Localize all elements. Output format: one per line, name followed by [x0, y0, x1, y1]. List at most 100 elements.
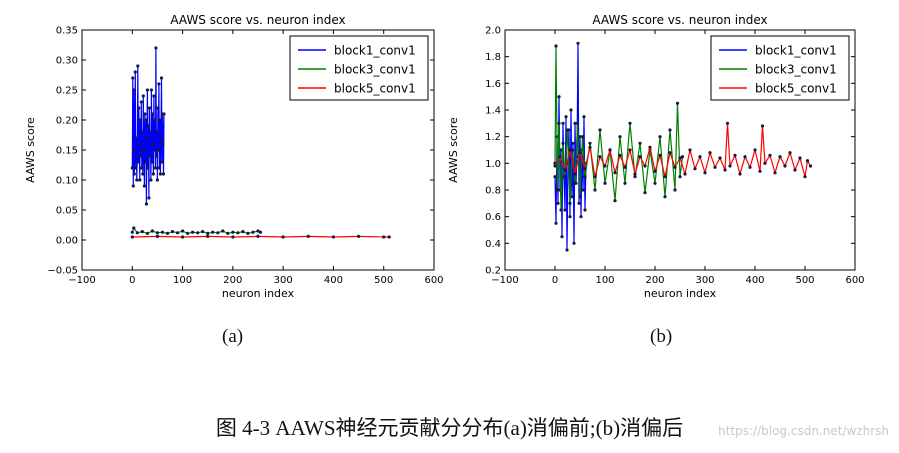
- data-point: [558, 155, 562, 159]
- legend: block1_conv1 block3_conv1 block5_conv1: [710, 35, 850, 101]
- panel-b-label: (b): [650, 326, 673, 347]
- data-point: [628, 148, 632, 152]
- data-point: [149, 178, 153, 182]
- data-point: [570, 148, 575, 152]
- data-point: [152, 94, 156, 98]
- y-tick-label: 0.05: [56, 206, 78, 217]
- x-tick-label: 0: [552, 275, 558, 286]
- y-axis-label: AAWS score: [447, 117, 460, 183]
- data-point: [579, 215, 583, 219]
- data-point: [161, 142, 165, 146]
- data-point: [708, 151, 712, 155]
- data-point: [137, 142, 141, 146]
- data-point: [713, 165, 717, 169]
- data-point: [758, 169, 762, 173]
- figure-caption: 图 4-3 AAWS神经元贡献分分布(a)消偏前;(b)消偏后: [215, 416, 684, 440]
- data-point: [638, 155, 642, 159]
- data-point: [132, 226, 136, 230]
- data-point: [581, 188, 585, 192]
- legend-label: block1_conv1: [334, 44, 416, 58]
- data-point: [133, 70, 137, 74]
- data-point: [140, 130, 144, 134]
- data-point: [663, 175, 667, 179]
- data-point: [575, 121, 580, 125]
- data-point: [582, 115, 586, 119]
- legend-label: block5_conv1: [334, 82, 416, 96]
- series-line: [554, 123, 812, 177]
- y-tick-label: 0.8: [485, 186, 501, 197]
- data-point: [156, 106, 160, 110]
- data-point: [206, 231, 210, 235]
- data-point: [773, 171, 777, 175]
- x-axis-label: neuron index: [222, 287, 295, 300]
- legend: block1_conv1 block3_conv1 block5_conv1: [289, 35, 429, 101]
- data-point: [576, 41, 580, 45]
- data-point: [748, 165, 752, 169]
- data-point: [564, 115, 568, 119]
- data-point: [155, 178, 159, 182]
- data-point: [561, 141, 565, 145]
- data-point: [808, 164, 813, 168]
- panel-a-label: (a): [222, 326, 244, 347]
- series-line: [131, 47, 165, 205]
- data-point: [135, 154, 139, 158]
- data-point: [577, 201, 581, 205]
- data-point: [725, 121, 730, 125]
- x-tick-label: 200: [645, 275, 664, 286]
- data-point: [156, 148, 160, 152]
- data-point: [718, 156, 722, 160]
- data-point: [633, 172, 637, 176]
- data-point: [159, 136, 163, 140]
- data-point: [382, 235, 386, 239]
- y-tick-label: 0.25: [56, 86, 78, 97]
- legend-label: block3_conv1: [755, 63, 837, 77]
- data-point: [145, 136, 149, 140]
- data-point: [150, 229, 154, 233]
- data-point: [146, 124, 150, 128]
- data-point: [137, 106, 141, 110]
- data-point: [150, 160, 154, 164]
- data-point: [668, 128, 672, 132]
- data-point: [186, 231, 190, 235]
- data-point: [141, 172, 145, 176]
- y-tick-label: 1.6: [485, 79, 501, 90]
- data-point: [145, 231, 149, 235]
- data-point: [138, 118, 142, 122]
- data-point: [141, 94, 145, 98]
- y-tick-label: 0.15: [56, 146, 78, 157]
- data-point: [256, 229, 260, 233]
- data-point: [158, 172, 162, 176]
- data-point: [331, 235, 335, 239]
- data-point: [673, 188, 677, 192]
- data-point: [593, 175, 597, 179]
- plot-frame: [504, 29, 856, 271]
- data-point: [143, 112, 147, 116]
- data-point: [563, 175, 567, 179]
- data-point: [134, 166, 138, 170]
- data-point: [768, 153, 772, 157]
- data-point: [633, 175, 637, 179]
- legend-label: block1_conv1: [755, 44, 837, 58]
- data-point: [555, 188, 560, 192]
- y-tick-label: 0.35: [56, 26, 78, 37]
- data-point: [578, 151, 582, 155]
- data-point: [135, 231, 139, 235]
- data-point: [216, 231, 220, 235]
- data-point: [155, 130, 159, 134]
- data-point: [803, 175, 807, 179]
- data-point: [147, 106, 151, 110]
- data-point: [580, 135, 585, 139]
- y-axis-label: AAWS score: [24, 117, 37, 183]
- data-point: [226, 231, 230, 235]
- data-point: [643, 164, 647, 168]
- data-point: [561, 121, 565, 125]
- x-tick-label: 100: [595, 275, 614, 286]
- chart-panel-b: AAWS score vs. neuron index −100 0 100 200 30…: [447, 13, 865, 300]
- x-tick-label: 500: [795, 275, 814, 286]
- data-point: [608, 148, 612, 152]
- data-point: [578, 135, 582, 139]
- data-point: [678, 175, 682, 179]
- data-point: [653, 169, 657, 173]
- data-point: [139, 100, 143, 104]
- data-point: [783, 164, 787, 168]
